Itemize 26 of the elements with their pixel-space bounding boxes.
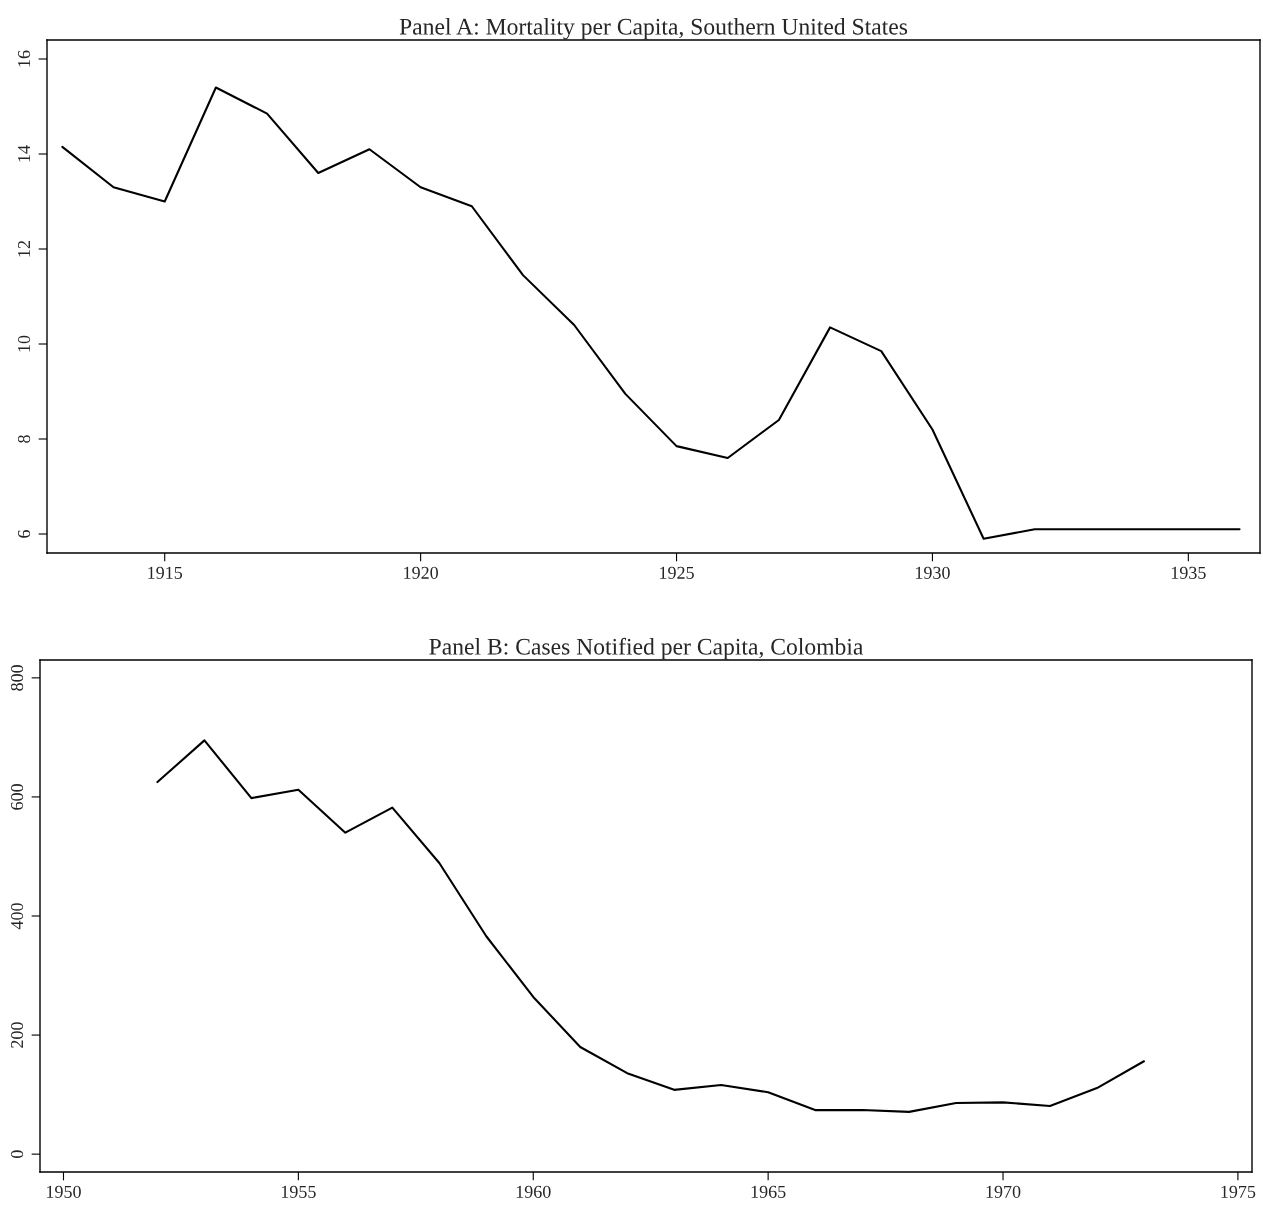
y-tick-label: 16 <box>18 50 31 67</box>
chart-title: Panel B: Cases Notified per Capita, Colombia <box>429 637 864 660</box>
y-tick-label: 600 <box>10 784 24 810</box>
y-tick-label: 14 <box>18 145 30 162</box>
x-tick-label: 1970 <box>986 1185 1021 1198</box>
x-tick-label: 1975 <box>1221 1185 1256 1198</box>
chart-title: Panel A: Mortality per Capita, Southern United States <box>399 18 908 40</box>
y-tick-label: 400 <box>10 903 24 930</box>
line-series <box>156 739 1145 1113</box>
x-tick-label: 1920 <box>404 566 438 579</box>
x-tick-label: 1925 <box>660 566 694 579</box>
x-tick-label: 1930 <box>915 566 950 579</box>
x-tick-label: 1915 <box>148 566 183 579</box>
y-tick-label: 0 <box>10 1150 24 1158</box>
y-tick-label: 8 <box>17 435 31 443</box>
y-tick-label: 12 <box>18 240 30 257</box>
x-tick-label: 1960 <box>516 1185 551 1198</box>
x-tick-label: 1935 <box>1171 566 1206 579</box>
x-tick-label: 1965 <box>751 1185 786 1198</box>
y-tick-label: 6 <box>18 530 31 538</box>
x-tick-label: 1950 <box>47 1185 81 1198</box>
y-tick-label: 200 <box>10 1022 24 1048</box>
x-tick-label: 1955 <box>281 1185 316 1198</box>
y-tick-label: 10 <box>17 335 31 352</box>
line-series <box>61 86 1241 540</box>
y-tick-label: 800 <box>10 665 24 691</box>
